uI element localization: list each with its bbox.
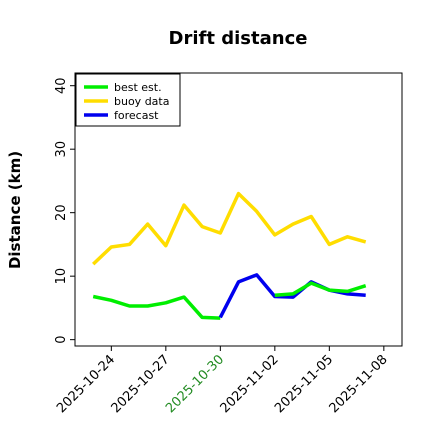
legend-label-buoy-data: buoy data [114, 95, 169, 108]
chart-title: Drift distance [169, 28, 308, 49]
legend-label-forecast: forecast [114, 109, 159, 122]
legend: best est. buoy data forecast [75, 73, 181, 127]
y-tick-label: 20 [54, 204, 69, 221]
y-tick-label: 0 [54, 336, 69, 344]
plot-area [74, 72, 403, 347]
y-tick-label: 40 [54, 77, 69, 94]
y-tick-label: 30 [54, 141, 69, 158]
series-line-buoy-data [91, 191, 367, 266]
y-axis: 0 10 20 30 40 [54, 77, 75, 344]
x-axis: 2025-10-242025-10-272025-10-302025-11-02… [54, 346, 391, 416]
series-line-best-est [92, 294, 221, 320]
y-tick-label: 10 [54, 268, 69, 285]
x-tick-label: 2025-11-08 [327, 352, 391, 416]
y-axis-label: Distance (km) [6, 151, 24, 269]
legend-label-best-est: best est. [114, 81, 162, 94]
series-line-forecast [218, 273, 366, 319]
series-layer [91, 191, 367, 320]
series-line-best-est [274, 281, 367, 297]
